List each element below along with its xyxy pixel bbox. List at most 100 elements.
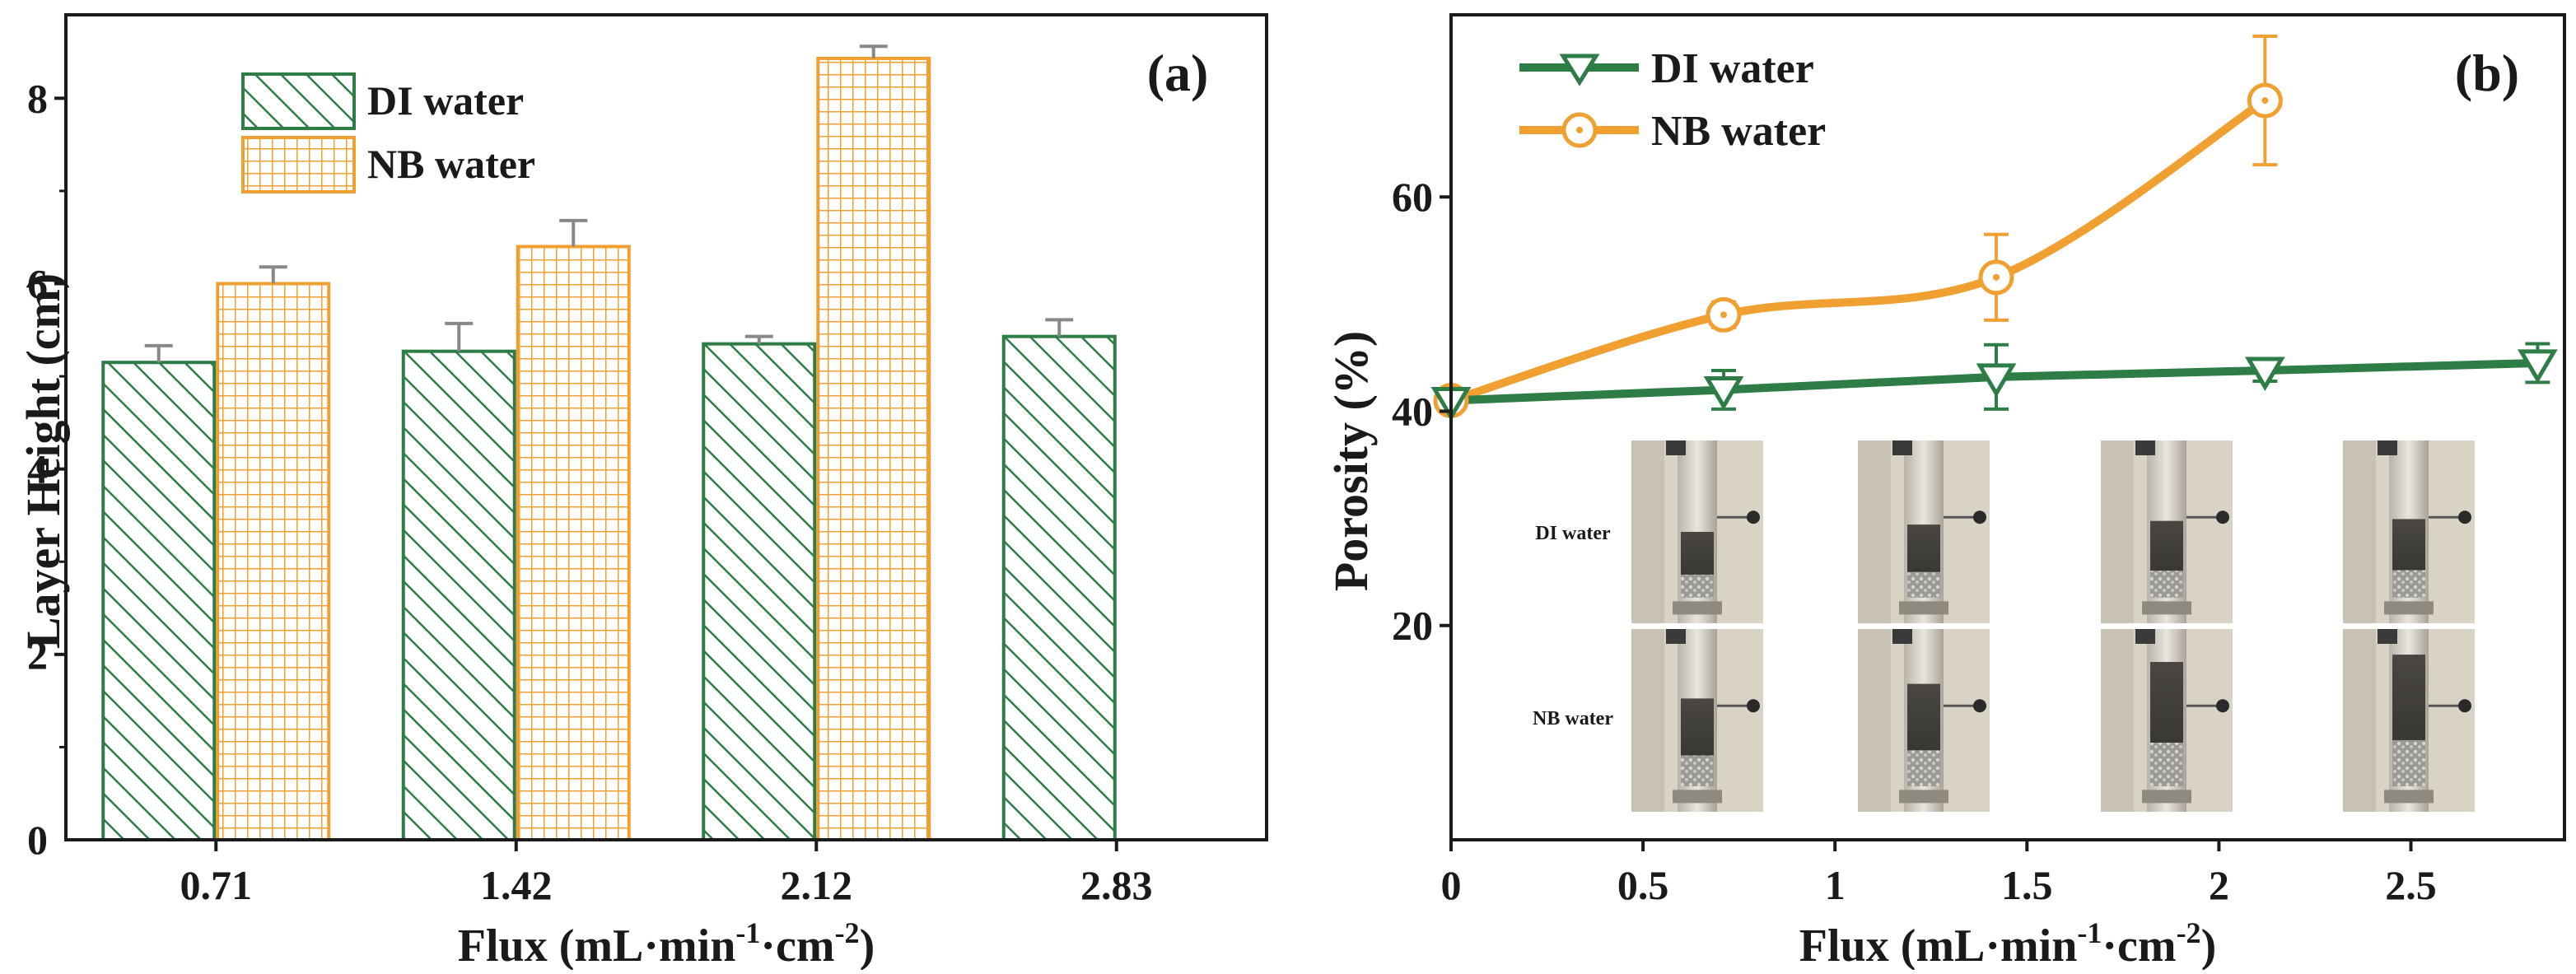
y-tick-label-b-60: 60 xyxy=(1392,174,1433,220)
photo-r2-c2 xyxy=(1858,629,1990,812)
panel-b-xlabel-sup2: -2 xyxy=(2177,916,2201,949)
legend-swatch-nb-water xyxy=(241,136,356,193)
panel-a-legend: DI water NB water xyxy=(241,72,535,193)
point-dot-nb-0.71 xyxy=(1720,311,1728,319)
line-nb xyxy=(1449,96,2268,405)
panel-a-ticks: 0.71 1.42 2.12 2.83 0 2 4 6 8 xyxy=(27,75,1153,908)
photo-r2-c2-base xyxy=(1899,790,1948,804)
photo-r2-c2-bed xyxy=(1907,683,1940,751)
photo-r1-c2 xyxy=(1858,440,1990,623)
x-tick-label-a-1.42: 1.42 xyxy=(480,862,553,908)
photo-r1-c1-bed xyxy=(1681,532,1714,575)
legend-label-nb-water: NB water xyxy=(367,141,535,187)
bar-nb-1.42 xyxy=(516,245,631,841)
photo-r2-c1-base xyxy=(1673,790,1722,804)
photo-r1-c3-valve xyxy=(2216,510,2229,524)
photo-r1-c2-clamp xyxy=(1892,440,1912,455)
point-dot-nb-1.42 xyxy=(1993,273,2000,281)
photo-r2-c4-base xyxy=(2384,790,2434,804)
panel-b-lines xyxy=(1430,35,2558,422)
y-tick-label-a-4: 4 xyxy=(27,446,48,492)
panel-b-xlabel: Flux (mL·min-1·cm-2) xyxy=(1799,916,2216,970)
point-dot-nb-2.12 xyxy=(2261,97,2269,105)
photo-r1-c3-shade xyxy=(2101,440,2134,623)
inset-photos xyxy=(1631,440,2475,812)
panel-b-xlabel-part3: ) xyxy=(2201,920,2217,970)
photo-r1-c2-valve xyxy=(1973,510,1986,524)
panel-a-ylabel: Layer Height (cm) xyxy=(16,273,70,649)
x-tick-label-a-0.71: 0.71 xyxy=(180,862,253,908)
panel-b-ylabel: Porosity (%) xyxy=(1324,331,1378,591)
panel-a-xlabel: Flux (mL·min-1·cm-2) xyxy=(458,916,875,970)
photo-r1-c3-base xyxy=(2142,601,2191,615)
photo-r1-c1-shade xyxy=(1631,440,1664,623)
photo-r2-c4-valve xyxy=(2458,699,2471,713)
photo-r2-c1-bed xyxy=(1681,698,1714,756)
photo-r2-c3-shade xyxy=(2101,629,2134,812)
panel-a-xlabel-part2: ·cm xyxy=(760,920,834,970)
photo-r2-c4-clamp xyxy=(2378,629,2397,644)
panel-b-xlabel-sup1: -1 xyxy=(2077,916,2102,949)
point-di-0.71 xyxy=(1703,375,1744,411)
photo-r1-c4-base xyxy=(2384,601,2434,615)
photo-r2-c1-shade xyxy=(1631,629,1664,812)
legend-swatch-di-water xyxy=(241,72,356,130)
panel-b: DI water NB water 0 0.5 1 1.5 2 2.5 20 40 60 (b)… xyxy=(1324,13,2566,972)
legend-label-di-water: DI water xyxy=(367,77,524,123)
photo-r2-c4-shade xyxy=(2343,629,2376,812)
bar-di-2.83 xyxy=(1001,334,1117,841)
x-tick-label-b-2: 2 xyxy=(2209,862,2229,908)
panel-a-bars xyxy=(101,56,1117,842)
photo-r1-c3-clamp xyxy=(2135,440,2155,455)
photo-r1-c1-valve xyxy=(1747,510,1760,524)
photo-r1-c2-shade xyxy=(1858,440,1891,623)
photo-r2-c1 xyxy=(1631,629,1763,812)
photo-r1-c4 xyxy=(2343,440,2475,623)
photo-r1-c4-shade xyxy=(2343,440,2376,623)
point-di-2.83 xyxy=(2517,349,2558,384)
y-tick-label-b-20: 20 xyxy=(1392,603,1433,649)
photo-r2-c3-bed xyxy=(2150,661,2183,743)
legend-label-b-nb-water: NB water xyxy=(1651,108,1826,155)
photo-r1-c4-bed xyxy=(2392,519,2425,571)
y-tick-label-a-0: 0 xyxy=(27,817,48,863)
panel-b-xlabel-part2: ·cm xyxy=(2102,920,2176,970)
photo-r2-c4-bed xyxy=(2392,655,2425,740)
photo-r1-c2-gravel xyxy=(1907,571,1940,598)
panel-b-xlabel-part1: Flux (mL·min xyxy=(1799,920,2078,970)
panel-a-xlabel-sup2: -2 xyxy=(835,916,860,949)
point-di-2.12 xyxy=(2244,357,2285,391)
photo-r1-c1 xyxy=(1631,440,1763,623)
photo-r2-c3-gravel xyxy=(2150,743,2183,786)
inset-row-label-di-water: DI water xyxy=(1535,523,1611,544)
photo-r1-c4-valve xyxy=(2458,510,2471,524)
photo-r1-c3-bed xyxy=(2150,520,2183,571)
photo-r2-c2-shade xyxy=(1858,629,1891,812)
photo-r2-c3 xyxy=(2101,629,2233,812)
bar-nb-0.71 xyxy=(216,282,331,841)
photo-r2-c3-clamp xyxy=(2135,629,2155,644)
photo-r1-c1-base xyxy=(1673,601,1722,615)
bar-nb-2.12 xyxy=(816,56,931,841)
panel-b-label: (b) xyxy=(2455,44,2519,102)
photo-r1-c4-gravel xyxy=(2392,570,2425,598)
bar-di-1.42 xyxy=(401,349,516,841)
panel-b-ticks: 0 0.5 1 1.5 2 2.5 20 40 60 xyxy=(1392,174,2437,908)
photo-r2-c3-valve xyxy=(2216,699,2229,713)
photo-r2-c1-clamp xyxy=(1666,629,1686,644)
x-tick-label-b-1.5: 1.5 xyxy=(2001,862,2053,908)
panel-a: 0.71 1.42 2.12 2.83 0 2 4 6 8 (a) DI water NB wa… xyxy=(16,13,1268,972)
bar-di-0.71 xyxy=(101,361,217,841)
panel-b-legend: DI water NB water xyxy=(1519,45,1826,155)
panel-a-xlabel-part3: ) xyxy=(860,920,875,970)
photo-r2-c3-base xyxy=(2142,790,2191,804)
y-tick-label-a-6: 6 xyxy=(27,260,48,306)
x-tick-label-b-1: 1 xyxy=(1825,862,1846,908)
inset-row-label-nb-water: NB water xyxy=(1533,708,1613,729)
photo-r1-c1-clamp xyxy=(1666,440,1686,455)
photo-r1-c3-gravel xyxy=(2150,571,2183,598)
photo-r2-c1-valve xyxy=(1747,699,1760,713)
photo-r1-c2-bed xyxy=(1907,524,1940,572)
